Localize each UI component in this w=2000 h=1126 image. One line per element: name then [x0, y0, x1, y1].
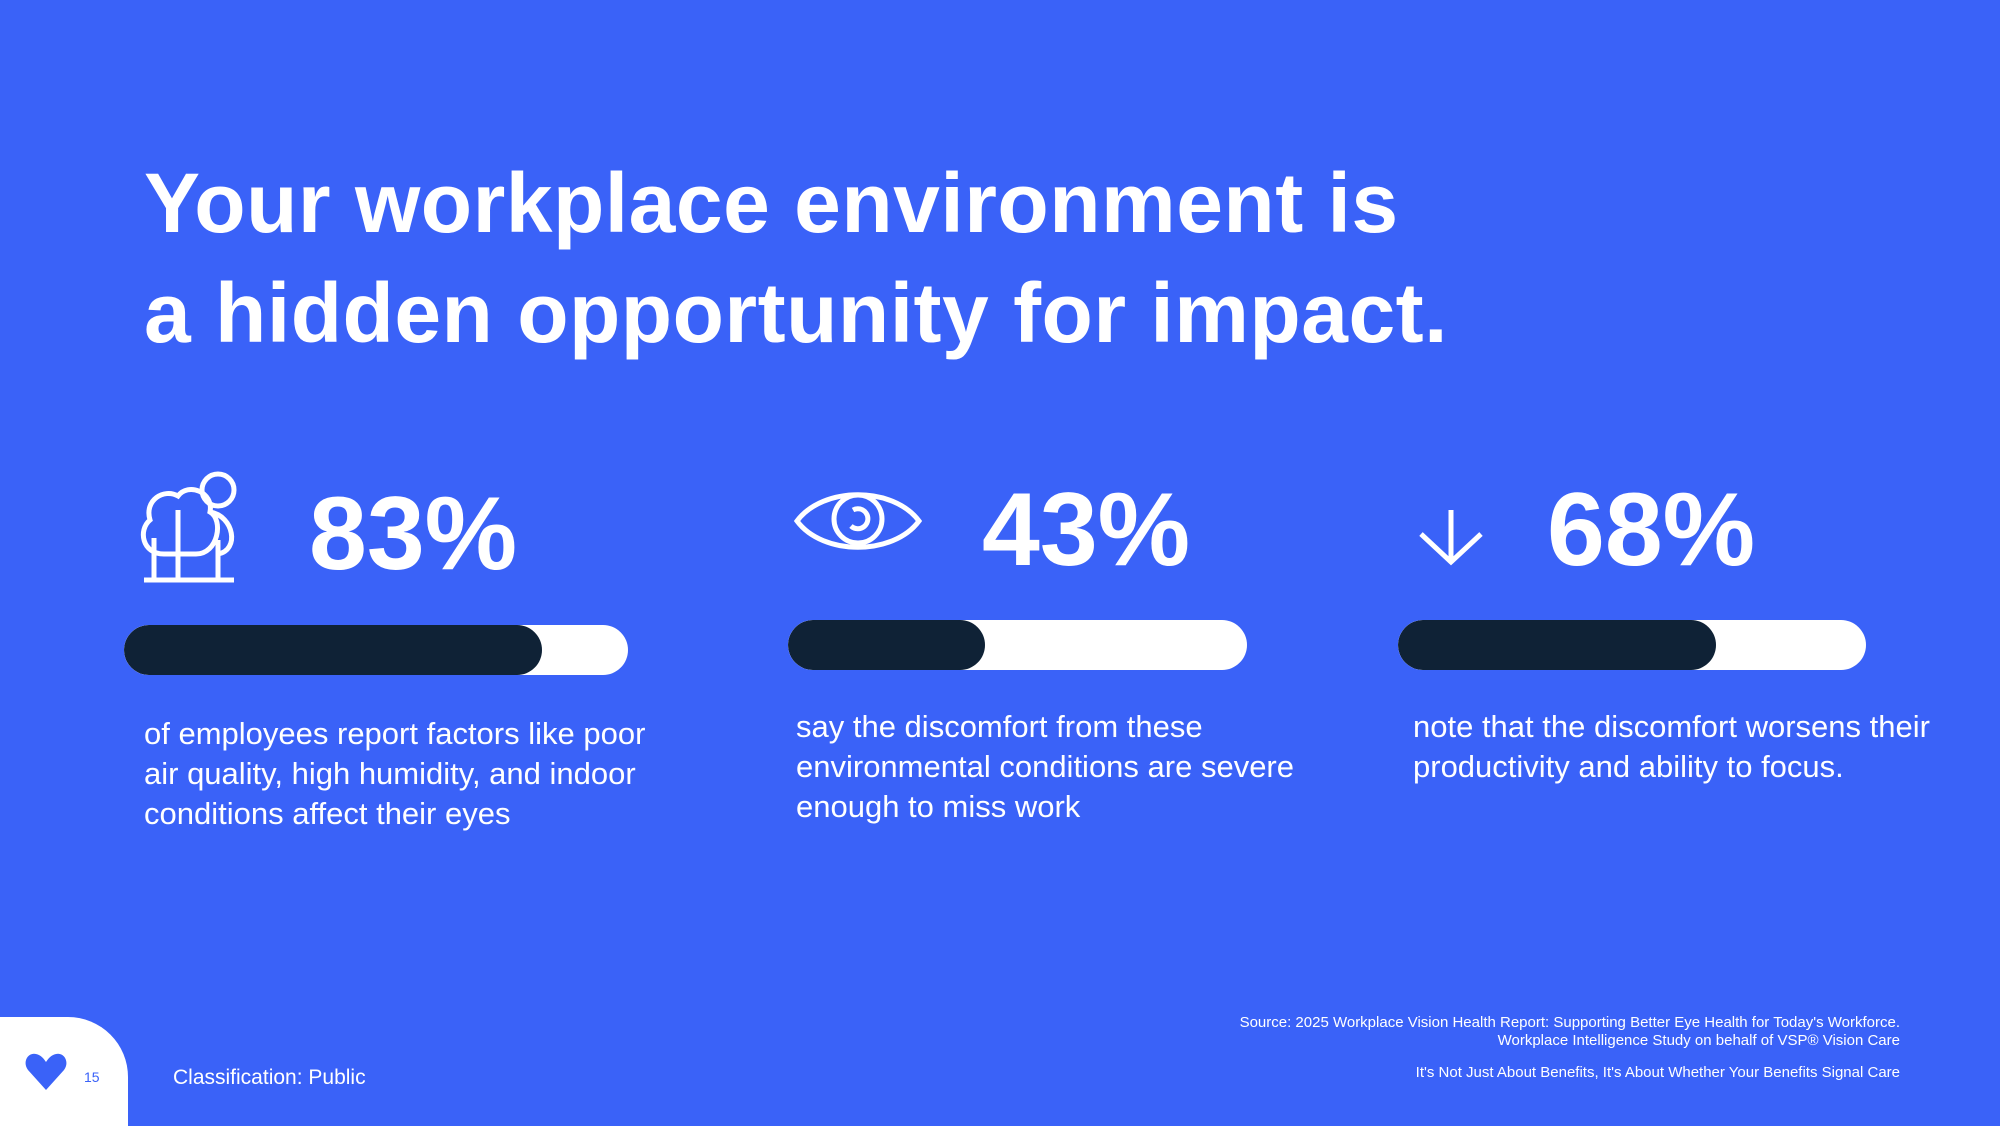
- stat-value: 83%: [309, 476, 518, 592]
- title: Your workplace environment is a hidden o…: [144, 148, 1448, 368]
- stat-description: note that the discomfort worsens their p…: [1413, 709, 1930, 784]
- stat-description: say the discomfort from these environmen…: [796, 709, 1294, 824]
- page-number: 15: [84, 1069, 100, 1085]
- title-line: a hidden opportunity for impact.: [144, 266, 1448, 360]
- trees-icon: [140, 471, 237, 583]
- progress-track: [124, 625, 628, 675]
- title-line: Your workplace environment is: [144, 156, 1399, 250]
- progress-fill: [124, 625, 543, 675]
- progress-track: [1398, 620, 1866, 670]
- down-arrow-icon: [1419, 510, 1483, 566]
- classification: Classification: Public: [173, 1066, 366, 1089]
- logo: [25, 1053, 67, 1090]
- stat-value: 43%: [982, 472, 1191, 588]
- stat-value: 68%: [1547, 472, 1756, 588]
- progress-track: [788, 620, 1247, 670]
- progress-fill: [1398, 620, 1717, 670]
- stat-description: of employees report factors like poor ai…: [144, 716, 646, 831]
- eye-icon: [793, 492, 923, 550]
- tagline: It's Not Just About Benefits, It's About…: [1415, 1064, 1900, 1081]
- footer-tab: [0, 1017, 128, 1126]
- source-note: Source: 2025 Workplace Vision Health Rep…: [1239, 1014, 1900, 1049]
- progress-fill: [788, 620, 986, 670]
